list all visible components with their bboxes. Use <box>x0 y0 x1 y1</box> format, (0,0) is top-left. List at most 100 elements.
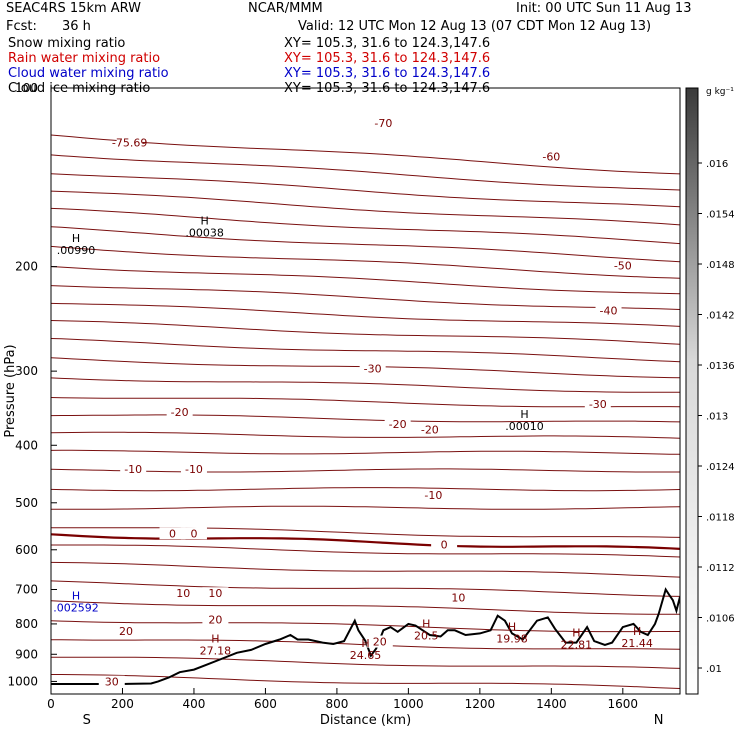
x-tick-label: 400 <box>183 697 206 711</box>
isotherm-label-bg <box>595 304 622 317</box>
isotherm-label-bg <box>366 635 393 648</box>
isotherm-line <box>51 397 680 408</box>
isotherm-label: -75.69 <box>112 136 147 149</box>
isotherm-label: 0 <box>441 538 448 551</box>
maximum-marker: H <box>520 408 528 421</box>
valid-time: Valid: 12 UTC Mon 12 Aug 13 (07 CDT Mon … <box>298 19 652 34</box>
colorbar-tick-label: .0154 <box>706 210 735 221</box>
isotherm-label-bg <box>180 527 207 540</box>
colorbar-tick-label: .0112 <box>706 563 735 574</box>
isotherm-line <box>51 600 680 615</box>
maximum-value-label: 27.18 <box>200 644 232 657</box>
isotherm-label: -10 <box>124 463 142 476</box>
y-axis-label: Pressure (hPa) <box>3 344 18 437</box>
isotherm-label-bg <box>538 150 565 163</box>
maximum-marker: H <box>72 590 80 603</box>
isotherm-label: 10 <box>208 587 222 600</box>
colorbar-tick-label: .0106 <box>706 614 735 625</box>
isotherm-line <box>51 226 680 263</box>
y-tick-label: 300 <box>15 364 38 378</box>
isotherm-line <box>51 505 680 510</box>
isotherm-line <box>51 154 680 191</box>
y-tick-label: 1000 <box>7 674 38 688</box>
x-tick-label: 0 <box>47 697 55 711</box>
isotherm-label-bg <box>416 423 443 436</box>
maximum-marker: H <box>72 232 80 245</box>
isotherm-line <box>51 527 680 538</box>
isotherm-label: -70 <box>374 117 392 130</box>
x-tick-label: 1400 <box>536 697 567 711</box>
maximum-marker: H <box>633 625 641 638</box>
isotherm-label-bg <box>584 397 611 410</box>
y-tick-label: 700 <box>15 583 38 597</box>
colorbar-tick-label: .0148 <box>706 260 735 271</box>
isotherm-label-bg <box>116 136 143 149</box>
y-tick-label: 600 <box>15 543 38 557</box>
isotherm-label-bg <box>98 675 125 688</box>
isotherm-label-bg <box>159 527 186 540</box>
field-snow-xy: XY= 105.3, 31.6 to 124.3,147.6 <box>284 36 491 51</box>
y-tick-label: 500 <box>15 496 38 510</box>
colorbar-tick-label: .0142 <box>706 311 735 322</box>
isotherm-line <box>51 414 680 423</box>
isotherm-label-bg <box>384 418 411 431</box>
isotherm-line <box>51 468 680 473</box>
contour-labels: -75.69 -70 -60 -50 -40 -30 -30 -20 -20 -20 -10 -10 -… <box>53 117 653 689</box>
maximum-marker: H <box>201 215 209 228</box>
north-end-label: N <box>654 713 664 728</box>
isotherm-label-bg <box>113 625 140 638</box>
isotherm-label: 10 <box>451 592 465 605</box>
isotherm-label: 0 <box>190 527 197 540</box>
isotherm-label-bg <box>202 587 229 600</box>
isotherm-line <box>51 285 680 310</box>
terrain-profile <box>51 587 680 685</box>
terrain-line <box>51 587 680 685</box>
maximum-marker: H <box>361 637 369 650</box>
maximum-value-label: .002592 <box>53 602 99 615</box>
isotherm-label-bg <box>420 488 447 501</box>
isotherm-line <box>51 620 680 633</box>
isotherm-line <box>51 431 680 439</box>
isotherm-line <box>51 639 680 650</box>
y-tick-label: 900 <box>15 647 38 661</box>
isotherm-line <box>51 338 680 363</box>
isotherm-line <box>51 266 680 295</box>
isotherm-label: -40 <box>600 304 618 317</box>
center-name: NCAR/MMM <box>248 1 323 16</box>
zero-isotherm-line <box>51 533 680 550</box>
field-rain-name: Rain water mixing ratio <box>8 51 161 66</box>
isotherm-label-bg <box>370 117 397 130</box>
isotherm-label: 10 <box>176 587 190 600</box>
maximum-value-label: .00010 <box>505 420 544 433</box>
isotherm-lines <box>51 134 680 689</box>
axes: 0 200 400 600 800 1000 1200 1400 160010020030040… <box>3 81 663 728</box>
isotherm-line <box>51 544 680 558</box>
isotherm-label-bg <box>431 538 458 551</box>
isotherm-label: -50 <box>614 260 632 273</box>
y-tick-label: 100 <box>15 81 38 95</box>
maximum-marker: H <box>422 617 430 630</box>
colorbar-tick-label: .016 <box>706 159 728 170</box>
field-snow-name: Snow mixing ratio <box>8 36 126 51</box>
isotherm-label: 0 <box>169 527 176 540</box>
isotherm-line <box>51 302 680 327</box>
isotherm-label: -20 <box>421 424 439 437</box>
isotherm-line <box>51 449 680 455</box>
isotherm-label: -20 <box>171 406 189 419</box>
isotherm-label-bg <box>166 406 193 419</box>
isotherm-label-bg <box>120 462 147 475</box>
isotherm-line <box>51 173 680 208</box>
x-tick-label: 1200 <box>465 697 496 711</box>
isotherm-line <box>51 190 680 226</box>
maximum-value-label: 19.98 <box>496 632 528 645</box>
y-tick-label: 200 <box>15 260 38 274</box>
isotherm-label: 30 <box>105 676 119 689</box>
isotherm-line <box>51 207 680 245</box>
isotherm-label: -60 <box>542 151 560 164</box>
isotherm-line <box>51 674 680 689</box>
maximum-value-label: 24.65 <box>350 649 382 662</box>
isotherm-label-bg <box>609 259 636 272</box>
colorbar-unit-label: g kg⁻¹ <box>706 87 734 97</box>
maximum-value-label: .00038 <box>185 227 224 240</box>
